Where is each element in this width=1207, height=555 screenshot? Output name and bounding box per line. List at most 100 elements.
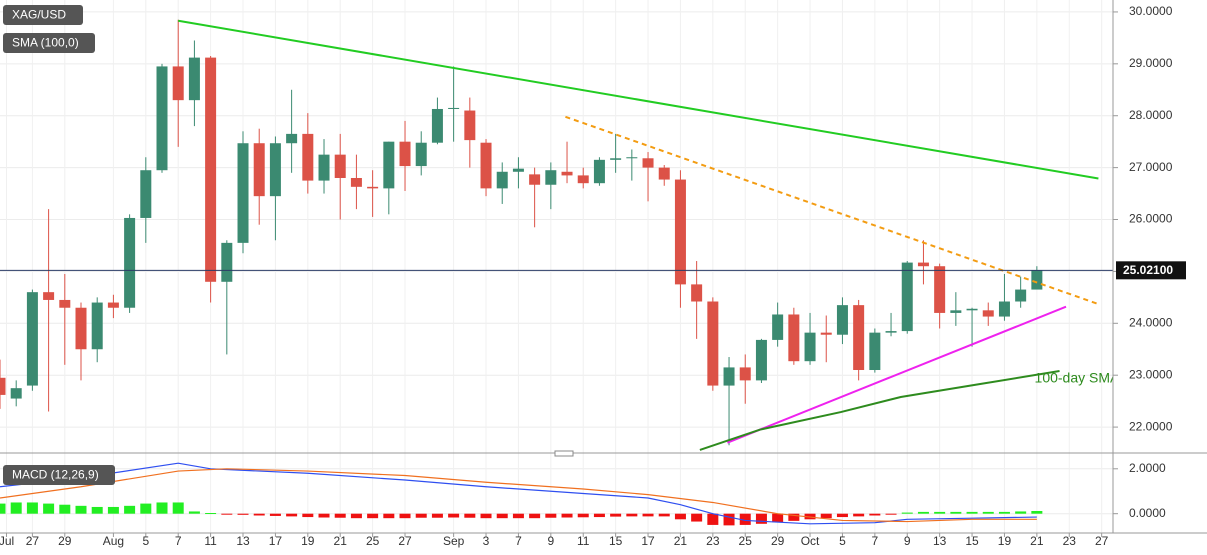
histogram-bar bbox=[367, 513, 379, 519]
candle-body bbox=[286, 133, 298, 144]
histogram-bar bbox=[480, 513, 492, 519]
histogram-bar bbox=[788, 513, 800, 521]
histogram-bar bbox=[415, 513, 427, 518]
histogram-bar bbox=[205, 513, 217, 515]
histogram-bar bbox=[836, 513, 848, 518]
histogram-bar bbox=[237, 513, 249, 515]
macd-pane bbox=[0, 462, 1043, 526]
y-tick-label: 29.0000 bbox=[1129, 56, 1173, 70]
last-price-box bbox=[1116, 261, 1186, 280]
x-tick-label: 29 bbox=[58, 534, 72, 548]
histogram-bar bbox=[869, 513, 881, 516]
x-tick-label: 27 bbox=[1095, 534, 1109, 548]
x-tick-label: 21 bbox=[1030, 534, 1044, 548]
y-tick-label: 0.0000 bbox=[1129, 506, 1166, 520]
y-tick-label: 23.0000 bbox=[1129, 367, 1173, 381]
x-tick-label: 21 bbox=[674, 534, 688, 548]
x-tick-label: 19 bbox=[998, 534, 1012, 548]
candle-body bbox=[205, 57, 217, 282]
x-tick-label: Jul bbox=[0, 534, 14, 548]
x-tick-label: 5 bbox=[142, 534, 149, 548]
x-tick-label: 21 bbox=[334, 534, 348, 548]
sma-line bbox=[699, 370, 1060, 451]
candle-body bbox=[917, 262, 929, 267]
candle-body bbox=[26, 292, 38, 386]
candle-body bbox=[836, 305, 848, 335]
histogram-bar bbox=[674, 513, 686, 520]
histogram-bar bbox=[302, 513, 314, 518]
histogram-bar bbox=[26, 502, 38, 514]
y-tick-label: 22.0000 bbox=[1129, 419, 1173, 433]
legend-box bbox=[3, 33, 95, 53]
x-tick-label: 11 bbox=[577, 534, 590, 548]
x-tick-label: 23 bbox=[1063, 534, 1077, 548]
x-tick-label: 13 bbox=[236, 534, 250, 548]
candle-body bbox=[853, 305, 865, 371]
candle-body bbox=[43, 292, 55, 300]
candle-body bbox=[124, 217, 136, 308]
candle-body bbox=[529, 174, 541, 185]
candle-body bbox=[1031, 270, 1043, 290]
legend-macd: MACD (12,26,9) bbox=[12, 468, 99, 482]
candle-body bbox=[253, 143, 265, 197]
x-tick-label: 25 bbox=[739, 534, 753, 548]
histogram-bar bbox=[577, 513, 589, 518]
histogram-bar bbox=[593, 513, 605, 518]
x-tick-label: Aug bbox=[103, 534, 124, 548]
histogram-bar bbox=[545, 513, 557, 518]
candle-body bbox=[707, 301, 719, 386]
histogram-bar bbox=[885, 513, 897, 515]
candle-body bbox=[172, 66, 184, 101]
histogram-bar bbox=[642, 513, 654, 517]
histogram-bar bbox=[610, 513, 622, 517]
x-tick-label: 9 bbox=[904, 534, 911, 548]
candle-body bbox=[966, 308, 978, 311]
histogram-bar bbox=[691, 513, 703, 522]
histogram-bar bbox=[107, 506, 119, 514]
trendline bbox=[727, 305, 1067, 444]
candle-body bbox=[480, 142, 492, 189]
histogram-bar bbox=[59, 504, 71, 514]
x-tick-label: 15 bbox=[965, 534, 979, 548]
histogram-bar bbox=[982, 511, 994, 514]
x-tick-label: 29 bbox=[771, 534, 785, 548]
candle-body bbox=[415, 142, 427, 167]
candle-body bbox=[691, 284, 703, 302]
histogram-bar bbox=[124, 505, 136, 514]
histogram-bar bbox=[512, 513, 524, 519]
grid bbox=[0, 0, 1113, 533]
x-tick-label: 7 bbox=[175, 534, 182, 548]
histogram-bar bbox=[901, 512, 913, 514]
candle-body bbox=[674, 179, 686, 285]
macd-line bbox=[0, 468, 1037, 523]
candle-body bbox=[350, 177, 362, 187]
histogram-bar bbox=[658, 513, 670, 517]
resize-handle[interactable] bbox=[554, 450, 574, 457]
candle-body bbox=[658, 167, 670, 180]
candle-body bbox=[998, 301, 1010, 317]
x-tick-label: 27 bbox=[26, 534, 40, 548]
legend-box bbox=[3, 5, 83, 25]
histogram-bar bbox=[383, 513, 395, 519]
histogram-bar bbox=[950, 511, 962, 514]
x-tick-label: 15 bbox=[609, 534, 623, 548]
candle-body bbox=[448, 107, 460, 109]
candle-body bbox=[59, 299, 71, 308]
histogram-bar bbox=[350, 513, 362, 519]
candle-body bbox=[804, 332, 816, 362]
x-tick-label: 17 bbox=[269, 534, 283, 548]
trendline bbox=[178, 19, 1099, 180]
x-tick-label: 17 bbox=[641, 534, 655, 548]
legend-box bbox=[3, 465, 115, 485]
histogram-bar bbox=[156, 502, 168, 514]
x-tick-label: 23 bbox=[706, 534, 720, 548]
histogram-bar bbox=[529, 513, 541, 519]
candle-body bbox=[496, 171, 508, 189]
x-tick-label: 7 bbox=[872, 534, 879, 548]
histogram-bar bbox=[221, 513, 233, 515]
candle-body bbox=[237, 143, 249, 243]
histogram-bar bbox=[820, 513, 832, 519]
candle-body bbox=[156, 66, 168, 171]
